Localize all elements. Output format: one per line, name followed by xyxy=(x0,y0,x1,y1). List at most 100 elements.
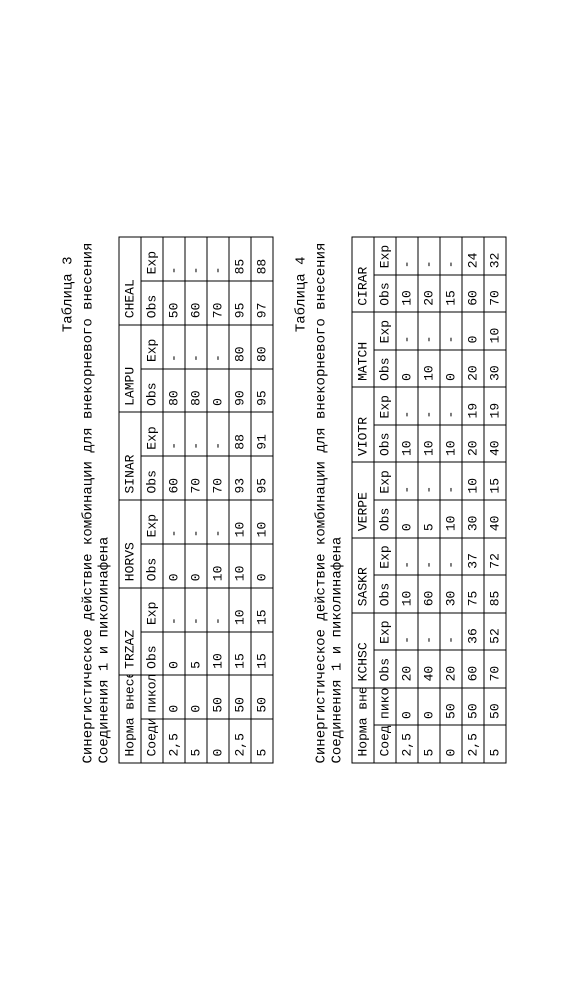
obs-cell: 0 xyxy=(440,349,462,387)
picolinafen-cell: 0 xyxy=(396,687,418,725)
species-header: KCHSC xyxy=(352,612,374,687)
compound-cell: 2,5 xyxy=(229,719,251,763)
table-row: 550705285724015401930107032 xyxy=(484,237,506,763)
exp-header: Exp xyxy=(374,237,396,275)
obs-header: Obs xyxy=(374,274,396,312)
obs-cell: 0 xyxy=(207,368,229,412)
exp-cell: 37 xyxy=(462,537,484,575)
obs-cell: 10 xyxy=(440,500,462,538)
exp-cell: 91 xyxy=(251,412,273,456)
exp-cell: 88 xyxy=(229,412,251,456)
picolinafen-cell: 50 xyxy=(440,687,462,725)
compound-cell: 0 xyxy=(207,719,229,763)
exp-cell: 10 xyxy=(229,587,251,631)
obs-cell: 60 xyxy=(462,650,484,688)
exp-cell: - xyxy=(418,537,440,575)
exp-cell: 19 xyxy=(484,387,506,425)
species-header: TRZAZ xyxy=(119,587,141,675)
obs-cell: 93 xyxy=(229,456,251,500)
exp-cell: 52 xyxy=(484,612,506,650)
data-table: Норма внесения (г/га)TRZAZHORVSSINARLAMP… xyxy=(119,236,274,763)
exp-cell: 10 xyxy=(229,500,251,544)
obs-cell: 10 xyxy=(396,575,418,613)
exp-cell: - xyxy=(207,324,229,368)
exp-cell: - xyxy=(418,612,440,650)
species-header: CIRAR xyxy=(352,237,374,312)
exp-header: Exp xyxy=(141,324,163,368)
compound-cell: 5 xyxy=(484,725,506,763)
exp-header: Exp xyxy=(374,312,396,350)
exp-cell: - xyxy=(440,612,462,650)
exp-header: Exp xyxy=(141,412,163,456)
exp-cell: - xyxy=(185,587,207,631)
exp-cell: 24 xyxy=(462,237,484,275)
obs-cell: 70 xyxy=(484,650,506,688)
table-row: 05010-10-70-0-70- xyxy=(207,237,229,763)
exp-cell: - xyxy=(185,324,207,368)
obs-cell: 70 xyxy=(484,274,506,312)
exp-cell: - xyxy=(440,537,462,575)
obs-cell: 20 xyxy=(462,349,484,387)
obs-header: Obs xyxy=(374,650,396,688)
obs-cell: 10 xyxy=(396,274,418,312)
exp-header: Exp xyxy=(374,537,396,575)
exp-cell: - xyxy=(396,312,418,350)
exp-cell: 36 xyxy=(462,612,484,650)
obs-cell: 95 xyxy=(229,280,251,324)
obs-cell: 50 xyxy=(163,280,185,324)
obs-cell: 40 xyxy=(484,500,506,538)
obs-cell: 60 xyxy=(418,575,440,613)
picolinafen-header: пиколинафен xyxy=(141,675,163,719)
obs-cell: 10 xyxy=(396,424,418,462)
obs-cell: 70 xyxy=(185,456,207,500)
obs-cell: 60 xyxy=(185,280,207,324)
obs-cell: 40 xyxy=(418,650,440,688)
obs-cell: 30 xyxy=(462,500,484,538)
picolinafen-cell: 0 xyxy=(185,675,207,719)
exp-cell: - xyxy=(418,387,440,425)
exp-cell: - xyxy=(163,412,185,456)
obs-cell: 80 xyxy=(185,368,207,412)
table-row: 5501515010959195809788 xyxy=(251,237,273,763)
compound-cell: 2,5 xyxy=(163,719,185,763)
species-header: HORVS xyxy=(119,500,141,588)
table-row: 2,500-0-60-80-50- xyxy=(163,237,185,763)
table-row: 505-0-70-80-60- xyxy=(185,237,207,763)
rate-header: Норма внесения (г/га) xyxy=(352,687,374,762)
exp-cell: 88 xyxy=(251,237,273,281)
obs-cell: 60 xyxy=(462,274,484,312)
table-title: Синергистическое действие комбинации для… xyxy=(81,236,113,763)
exp-cell: - xyxy=(163,587,185,631)
obs-cell: 10 xyxy=(418,424,440,462)
exp-cell: - xyxy=(418,312,440,350)
exp-cell: - xyxy=(396,612,418,650)
exp-cell: - xyxy=(396,387,418,425)
obs-cell: 30 xyxy=(440,575,462,613)
obs-cell: 95 xyxy=(251,368,273,412)
obs-cell: 10 xyxy=(440,424,462,462)
exp-cell: - xyxy=(440,462,462,500)
obs-header: Obs xyxy=(141,543,163,587)
obs-cell: 0 xyxy=(163,543,185,587)
picolinafen-cell: 50 xyxy=(229,675,251,719)
species-header: SASKR xyxy=(352,537,374,612)
exp-cell: - xyxy=(396,537,418,575)
exp-cell: - xyxy=(163,237,185,281)
obs-cell: 85 xyxy=(484,575,506,613)
picolinafen-cell: 50 xyxy=(484,687,506,725)
exp-cell: 19 xyxy=(462,387,484,425)
obs-cell: 5 xyxy=(185,631,207,675)
obs-cell: 70 xyxy=(207,280,229,324)
species-header: CHEAL xyxy=(119,237,141,325)
obs-cell: 30 xyxy=(484,349,506,387)
exp-cell: 10 xyxy=(484,312,506,350)
table-label: Таблица 3 xyxy=(61,236,77,763)
exp-cell: - xyxy=(418,237,440,275)
species-header: MATCH xyxy=(352,312,374,387)
picolinafen-cell: 0 xyxy=(163,675,185,719)
obs-cell: 20 xyxy=(440,650,462,688)
obs-cell: 15 xyxy=(251,631,273,675)
exp-header: Exp xyxy=(374,612,396,650)
picolinafen-header: пиколинафен xyxy=(374,687,396,725)
exp-cell: - xyxy=(163,324,185,368)
